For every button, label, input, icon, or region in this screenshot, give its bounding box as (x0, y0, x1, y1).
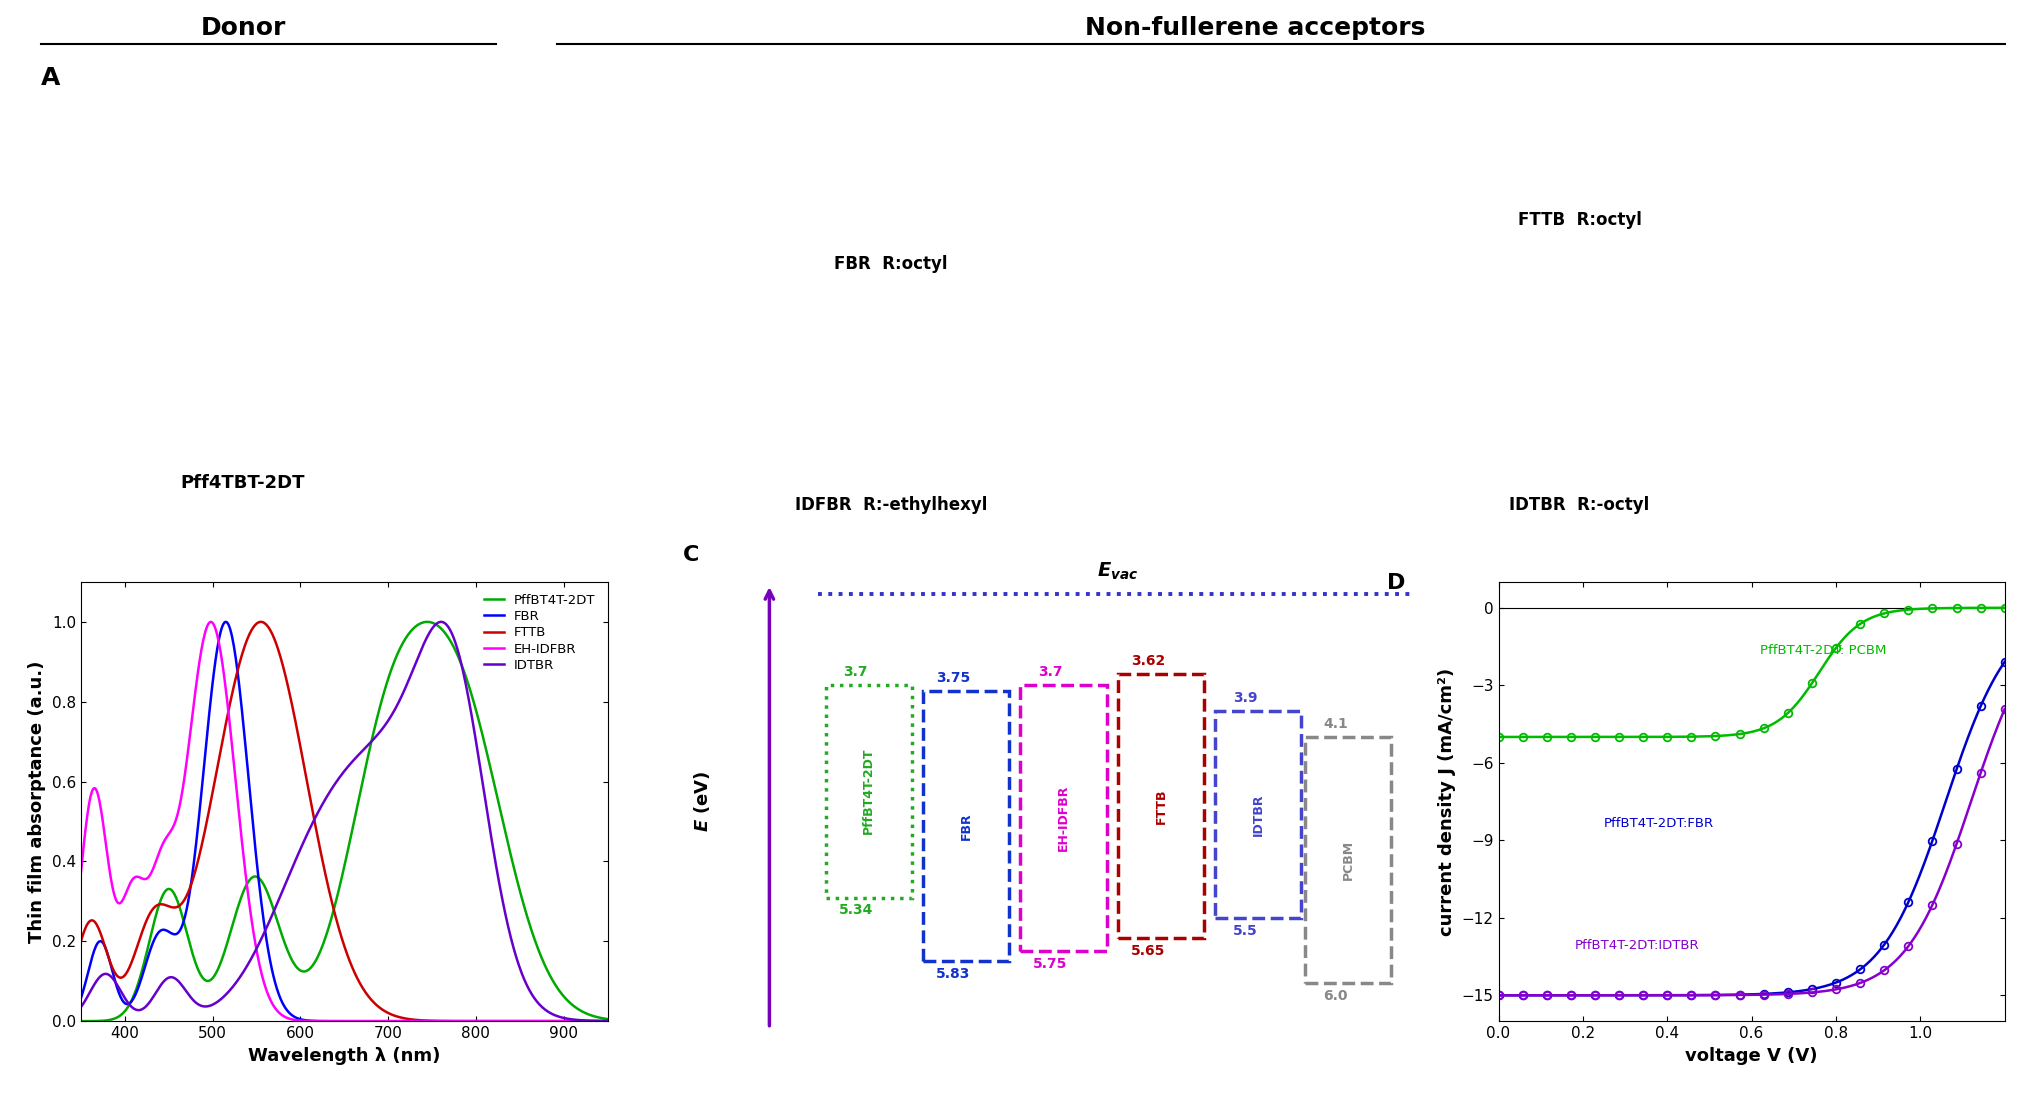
Text: EH-IDFBR: EH-IDFBR (1057, 784, 1069, 851)
Text: 5.5: 5.5 (1233, 925, 1258, 938)
FTTB (162, 901, 186, 915)
EH-IDFBR (205, 628, 229, 641)
Line: FBR: FBR (81, 621, 608, 1021)
Line: IDTBR: IDTBR (81, 621, 608, 1021)
PffBT4T-2DT (308, 948, 332, 961)
Text: 3.7: 3.7 (844, 665, 869, 679)
Text: IDFBR  R:-ethylhexyl: IDFBR R:-ethylhexyl (794, 496, 988, 514)
Line: FTTB: FTTB (81, 621, 608, 1021)
Bar (826, 685, 911, 897)
PffBT4T-2DT (421, 617, 446, 630)
EH-IDFBR (69, 865, 93, 878)
Y-axis label: current density J (mA/cm²): current density J (mA/cm²) (1438, 668, 1456, 935)
PffBT4T-2DT (162, 887, 186, 900)
Text: FBR: FBR (960, 813, 972, 840)
Text: PffBT4T-2DT: PffBT4T-2DT (863, 748, 875, 834)
Text: PCBM: PCBM (1343, 840, 1355, 879)
FTTB (466, 1015, 490, 1028)
FTTB (308, 842, 332, 855)
Text: Donor: Donor (200, 16, 286, 41)
Y-axis label: Thin film absorptance (a.u.): Thin film absorptance (a.u.) (28, 660, 47, 943)
FBR (381, 1015, 405, 1028)
X-axis label: Wavelength λ (nm): Wavelength λ (nm) (247, 1046, 441, 1065)
Legend: PffBT4T-2DT, FBR, FTTB, EH-IDFBR, IDTBR: PffBT4T-2DT, FBR, FTTB, EH-IDFBR, IDTBR (478, 589, 601, 677)
EH-IDFBR (466, 1015, 490, 1028)
Text: 5.34: 5.34 (838, 904, 873, 917)
IDTBR (466, 749, 490, 762)
IDTBR (429, 615, 454, 628)
FBR (466, 1015, 490, 1028)
FTTB (205, 766, 229, 780)
FBR (308, 1015, 332, 1028)
Bar (923, 691, 1008, 961)
Bar (1118, 674, 1205, 938)
FTTB (421, 1015, 446, 1028)
FBR (215, 615, 239, 628)
X-axis label: voltage V (V): voltage V (V) (1685, 1046, 1818, 1065)
Text: IDTBR  R:-octyl: IDTBR R:-octyl (1509, 496, 1650, 514)
Text: 3.75: 3.75 (936, 671, 970, 685)
PffBT4T-2DT (69, 1015, 93, 1028)
Bar (1021, 685, 1106, 951)
Text: Non-fullerene acceptors: Non-fullerene acceptors (1085, 16, 1426, 41)
PffBT4T-2DT (595, 1012, 620, 1026)
Text: C: C (682, 546, 699, 565)
IDTBR (162, 972, 186, 985)
Text: 3.9: 3.9 (1233, 691, 1258, 705)
Text: PffBT4T-2DT: PCBM: PffBT4T-2DT: PCBM (1760, 645, 1887, 658)
Text: 4.1: 4.1 (1322, 717, 1349, 731)
Text: D: D (1387, 573, 1405, 593)
Text: $\bfit{E}$ $\bf{(eV)}$: $\bfit{E}$ $\bf{(eV)}$ (693, 771, 713, 832)
Text: Pff4TBT-2DT: Pff4TBT-2DT (180, 474, 306, 492)
Text: FTTB: FTTB (1154, 788, 1166, 824)
EH-IDFBR (308, 1015, 332, 1028)
Text: 6.0: 6.0 (1322, 989, 1347, 1002)
EH-IDFBR (381, 1015, 405, 1028)
Text: 3.7: 3.7 (1039, 665, 1063, 679)
EH-IDFBR (595, 1015, 620, 1028)
IDTBR (379, 709, 403, 722)
Text: A: A (40, 66, 61, 90)
Line: PffBT4T-2DT: PffBT4T-2DT (81, 621, 608, 1021)
PffBT4T-2DT (415, 615, 439, 628)
Text: 5.75: 5.75 (1033, 956, 1067, 971)
FTTB (595, 1015, 620, 1028)
Bar (1304, 737, 1391, 983)
IDTBR (308, 804, 332, 817)
FBR (205, 648, 229, 661)
FBR (162, 928, 186, 941)
FTTB (69, 934, 93, 948)
IDTBR (595, 1015, 620, 1028)
PffBT4T-2DT (466, 713, 490, 726)
IDTBR (69, 1000, 93, 1013)
Text: FTTB  R:octyl: FTTB R:octyl (1517, 211, 1642, 228)
FTTB (249, 615, 273, 628)
Text: 5.83: 5.83 (936, 967, 970, 981)
EH-IDFBR (421, 1015, 446, 1028)
FBR (69, 991, 93, 1005)
Text: PffBT4T-2DT:IDTBR: PffBT4T-2DT:IDTBR (1575, 939, 1699, 952)
EH-IDFBR (162, 818, 186, 831)
IDTBR (205, 996, 229, 1009)
Text: FBR  R:octyl: FBR R:octyl (834, 255, 948, 272)
PffBT4T-2DT (205, 966, 229, 979)
FBR (595, 1015, 620, 1028)
Text: IDTBR: IDTBR (1251, 793, 1266, 836)
Text: 5.65: 5.65 (1130, 943, 1164, 957)
Line: EH-IDFBR: EH-IDFBR (81, 621, 608, 1021)
FBR (421, 1015, 446, 1028)
Text: 3.62: 3.62 (1130, 654, 1164, 669)
PffBT4T-2DT (379, 663, 403, 676)
EH-IDFBR (198, 615, 223, 628)
Text: PffBT4T-2DT:FBR: PffBT4T-2DT:FBR (1604, 817, 1713, 830)
Text: $\bfit{E}_{vac}$: $\bfit{E}_{vac}$ (1098, 560, 1138, 582)
Bar (1215, 710, 1302, 918)
IDTBR (421, 621, 446, 635)
FTTB (381, 1008, 405, 1021)
